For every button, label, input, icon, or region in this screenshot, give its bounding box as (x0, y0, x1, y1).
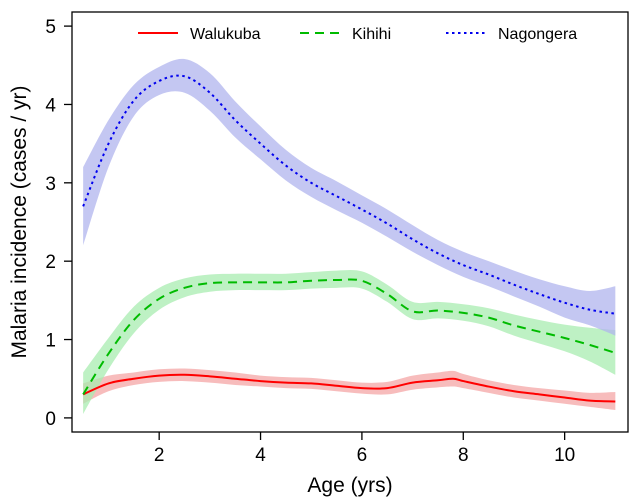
legend-label-kihihi: Kihihi (352, 26, 391, 43)
y-tick-label: 1 (45, 331, 56, 352)
plot-frame (71, 11, 629, 433)
legend-label-nagongera: Nagongera (498, 26, 577, 43)
series-line-walukuba (82, 373, 616, 403)
y-tick-label: 4 (45, 95, 56, 116)
confidence-bands (83, 58, 616, 414)
y-tick-label: 5 (45, 17, 56, 38)
series-lines (82, 74, 616, 403)
y-axis: 0 1 2 3 4 5 (45, 17, 72, 430)
x-tick-label: 10 (554, 445, 575, 466)
x-tick-label: 4 (255, 445, 266, 466)
legend-label-walukuba: Walukuba (190, 26, 261, 43)
x-tick-label: 2 (154, 445, 165, 466)
x-tick-label: 6 (357, 445, 368, 466)
x-axis-label: Age (yrs) (307, 474, 392, 497)
y-axis-label: Malaria incidence (cases / yr) (8, 85, 31, 358)
y-tick-label: 3 (45, 174, 56, 195)
y-tick-label: 2 (45, 252, 56, 273)
series-line-kihihi (82, 278, 616, 395)
x-tick-label: 8 (458, 445, 469, 466)
y-tick-label: 0 (45, 409, 56, 430)
confidence-band-nagongera (83, 58, 616, 336)
confidence-band-walukuba (83, 368, 616, 411)
x-axis: 2 4 6 8 10 (154, 432, 575, 466)
legend: Walukuba Kihihi Nagongera (138, 26, 577, 43)
series-line-nagongera (82, 74, 616, 315)
